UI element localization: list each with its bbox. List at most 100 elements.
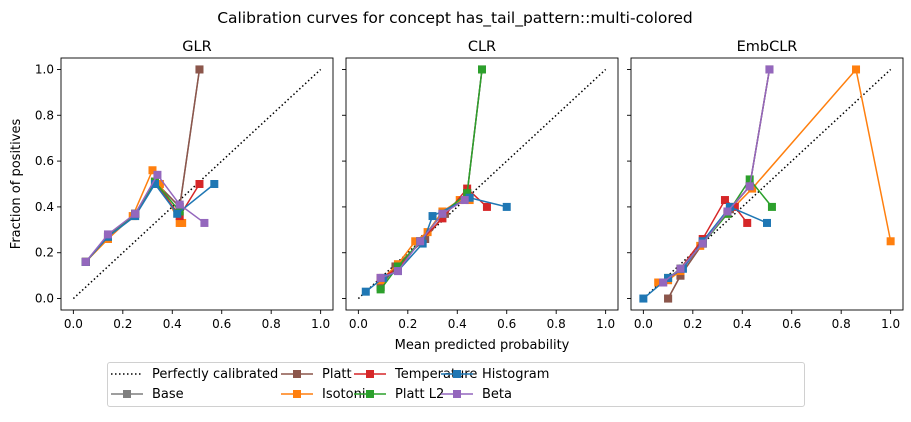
data-point xyxy=(421,234,430,243)
data-point xyxy=(852,65,861,74)
panel-glr: GLR 0.0 0.2 0.4 0.6 0.8 1.0 0.0 0.2 0.4 0.6 0.8 1.0 xyxy=(35,39,334,331)
series-beta xyxy=(376,196,469,282)
data-point xyxy=(743,218,752,227)
x-tick-label: 1.0 xyxy=(596,317,615,331)
legend-swatch xyxy=(111,390,143,398)
data-point xyxy=(767,202,776,211)
legend-label: Base xyxy=(152,386,184,402)
legend-entry-platt: Platt xyxy=(280,365,352,383)
legend-label: Platt xyxy=(322,366,352,382)
legend-entry-histogram: Histogram xyxy=(440,365,549,383)
series-platt-l2 xyxy=(81,177,184,266)
data-point xyxy=(664,294,673,303)
data-point xyxy=(676,271,685,280)
series-line xyxy=(380,69,483,290)
data-point xyxy=(698,239,707,248)
data-point xyxy=(639,294,648,303)
series-line xyxy=(85,69,201,263)
series-beta xyxy=(81,170,209,266)
legend-swatch xyxy=(441,390,473,398)
data-point xyxy=(725,202,734,211)
series-platt xyxy=(81,65,204,266)
y-tick-label: 1.0 xyxy=(35,62,54,76)
x-tick-label: 0.0 xyxy=(349,317,368,331)
data-point xyxy=(654,278,663,287)
data-point xyxy=(148,166,157,175)
legend-label: Beta xyxy=(482,386,512,402)
panel-embclr: EmbCLR 0.0 0.2 0.4 0.6 0.8 1.0 xyxy=(627,39,904,331)
x-tick-label: 0.4 xyxy=(163,317,182,331)
legend-swatch xyxy=(281,390,313,398)
perfectly-calibrated-line xyxy=(642,68,892,300)
data-point xyxy=(438,214,447,223)
data-point xyxy=(153,170,162,179)
series-line xyxy=(85,180,181,263)
x-tick-label: 0.2 xyxy=(683,317,702,331)
x-tick-label: 0.4 xyxy=(733,317,752,331)
data-point xyxy=(763,218,771,227)
data-point xyxy=(178,218,187,227)
data-point xyxy=(376,273,385,282)
y-tick-label: 0.8 xyxy=(35,108,54,122)
data-point xyxy=(195,180,204,188)
x-tick-label: 0.2 xyxy=(398,317,417,331)
data-point xyxy=(723,207,732,216)
data-point xyxy=(745,182,754,191)
legend-entry-platt-l2: Platt L2 xyxy=(353,385,444,403)
x-tick-label: 0.2 xyxy=(113,317,132,331)
legend-swatch xyxy=(281,370,313,378)
series-histogram xyxy=(639,202,771,303)
x-tick-label: 1.0 xyxy=(881,317,900,331)
series-line xyxy=(85,173,205,263)
y-tick-label: 0.4 xyxy=(35,200,54,214)
data-point xyxy=(175,200,184,209)
series-line xyxy=(658,67,892,284)
data-point xyxy=(393,267,402,276)
legend-swatch xyxy=(111,373,143,375)
data-point xyxy=(482,202,491,211)
legend-swatch xyxy=(441,370,473,378)
legend-swatch xyxy=(354,370,386,378)
series-line xyxy=(380,69,483,288)
x-axis-label: Mean predicted probability xyxy=(395,338,570,353)
data-point xyxy=(416,237,425,246)
x-tick-label: 0.8 xyxy=(547,317,566,331)
series-line xyxy=(667,178,773,279)
legend-label: Platt L2 xyxy=(395,386,445,402)
data-point xyxy=(438,209,447,218)
x-tick-label: 0.8 xyxy=(832,317,851,331)
data-point xyxy=(428,212,437,221)
legend-label: Perfectly calibrated xyxy=(152,366,279,382)
axes-frame xyxy=(60,57,334,311)
data-point xyxy=(745,175,754,184)
data-point xyxy=(659,278,668,287)
data-point xyxy=(200,218,209,227)
series-platt-l2 xyxy=(376,65,486,294)
data-point xyxy=(393,262,402,271)
axes-frame xyxy=(345,57,619,311)
data-point xyxy=(173,209,182,218)
x-tick-label: 0.4 xyxy=(448,317,467,331)
data-point xyxy=(131,209,140,218)
data-point xyxy=(376,285,385,294)
data-point xyxy=(210,180,219,188)
x-tick-label: 0.6 xyxy=(782,317,801,331)
legend-label: Isotonic xyxy=(322,386,373,402)
series-line xyxy=(380,69,483,288)
data-point xyxy=(195,65,204,74)
legend-entry-isotonic: Isotonic xyxy=(280,385,373,403)
axes-frame xyxy=(630,57,904,311)
data-point xyxy=(730,202,739,211)
panel-title: EmbCLR xyxy=(737,39,798,55)
data-point xyxy=(361,287,370,296)
data-point xyxy=(460,196,469,205)
data-point xyxy=(155,180,164,188)
x-tick-label: 0.0 xyxy=(64,317,83,331)
panel-clr: CLR 0.0 0.2 0.4 0.6 0.8 1.0 xyxy=(342,39,619,331)
data-point xyxy=(886,237,895,246)
x-tick-label: 0.6 xyxy=(212,317,231,331)
x-tick-label: 0.6 xyxy=(497,317,516,331)
legend-swatch xyxy=(354,390,386,398)
